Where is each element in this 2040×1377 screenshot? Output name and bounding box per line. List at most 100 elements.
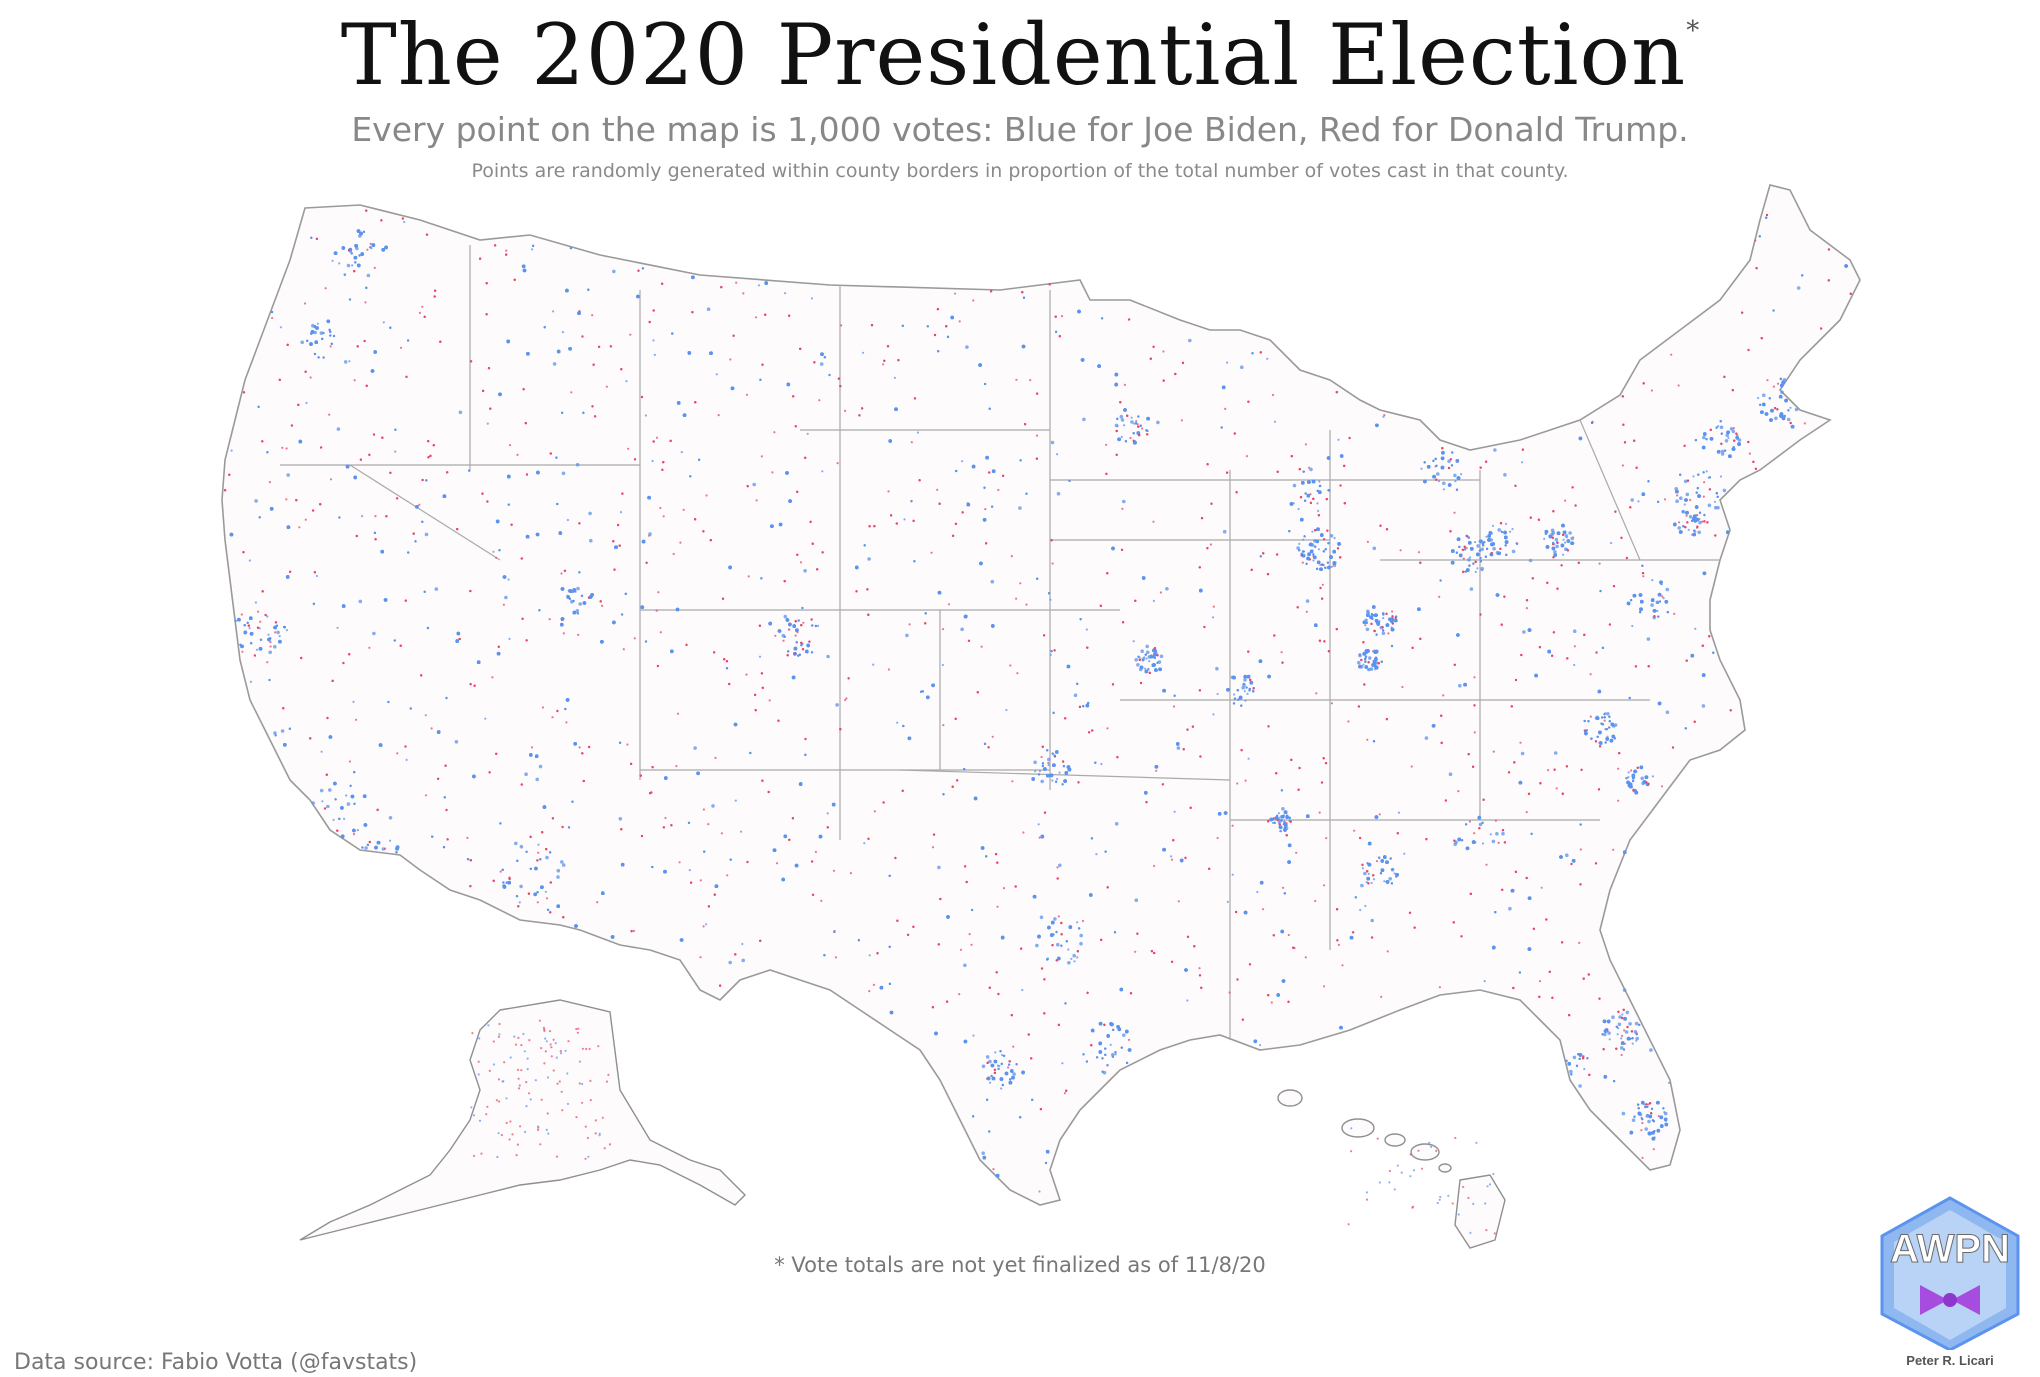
biden-vote-dot — [1625, 1030, 1629, 1034]
biden-vote-dot — [1317, 510, 1319, 512]
biden-vote-dot — [1370, 919, 1374, 923]
trump-vote-dot — [1029, 379, 1031, 381]
biden-vote-dot — [741, 943, 743, 945]
biden-vote-dot — [345, 794, 347, 796]
biden-vote-dot — [1131, 417, 1133, 419]
trump-vote-dot — [677, 713, 679, 715]
biden-vote-dot — [1051, 779, 1053, 781]
trump-vote-dot — [1653, 1148, 1655, 1150]
biden-vote-dot — [348, 360, 350, 362]
biden-vote-dot — [316, 575, 318, 577]
trump-vote-dot — [992, 736, 994, 738]
trump-vote-dot — [984, 508, 986, 510]
trump-vote-dot — [932, 846, 934, 848]
trump-vote-dot — [1366, 739, 1368, 741]
biden-vote-dot — [826, 655, 830, 659]
trump-vote-dot — [1121, 508, 1123, 510]
biden-vote-dot — [1652, 775, 1654, 777]
biden-vote-dot — [1368, 656, 1372, 660]
biden-vote-dot — [1256, 891, 1258, 893]
biden-vote-dot — [1057, 492, 1061, 496]
trump-vote-dot — [699, 956, 701, 958]
trump-vote-dot — [1438, 596, 1440, 598]
biden-vote-dot — [1144, 668, 1146, 670]
biden-vote-dot — [619, 817, 623, 821]
biden-vote-dot — [1281, 807, 1285, 811]
trump-vote-dot — [270, 645, 272, 647]
trump-vote-dot — [551, 716, 553, 718]
trump-vote-dot — [1418, 551, 1420, 553]
biden-vote-dot — [1140, 649, 1144, 653]
biden-vote-dot — [1067, 948, 1069, 950]
trump-vote-dot — [1015, 598, 1017, 600]
trump-vote-dot — [942, 628, 944, 630]
biden-vote-dot — [1565, 534, 1569, 538]
biden-vote-dot — [576, 609, 580, 613]
biden-vote-dot — [903, 518, 905, 520]
trump-vote-dot — [948, 603, 950, 605]
biden-vote-dot — [1070, 958, 1072, 960]
trump-vote-dot — [755, 316, 757, 318]
biden-vote-dot — [1120, 415, 1124, 419]
trump-vote-dot — [795, 635, 797, 637]
biden-vote-dot — [1677, 526, 1681, 530]
biden-vote-dot — [394, 451, 396, 453]
biden-vote-dot — [435, 587, 439, 591]
biden-vote-dot — [803, 569, 807, 573]
biden-vote-dot — [1543, 538, 1545, 540]
biden-vote-dot — [693, 746, 697, 750]
trump-vote-dot — [1754, 240, 1756, 242]
trump-vote-dot — [353, 833, 355, 835]
biden-vote-dot — [1684, 503, 1686, 505]
biden-vote-dot — [273, 645, 277, 649]
trump-vote-dot — [1217, 837, 1219, 839]
biden-vote-dot — [1475, 571, 1477, 573]
trump-vote-dot — [1047, 762, 1049, 764]
trump-vote-dot — [1061, 315, 1063, 317]
trump-vote-dot — [1162, 350, 1164, 352]
biden-vote-dot — [1521, 752, 1525, 756]
biden-vote-dot — [917, 431, 919, 433]
biden-vote-dot — [1521, 461, 1523, 463]
trump-vote-dot — [1331, 702, 1333, 704]
trump-vote-dot — [748, 575, 750, 577]
trump-vote-dot — [1323, 884, 1325, 886]
biden-vote-dot — [784, 615, 788, 619]
biden-vote-dot — [1293, 484, 1297, 488]
trump-vote-dot — [537, 901, 539, 903]
biden-vote-dot — [1079, 934, 1083, 938]
biden-vote-dot — [1727, 437, 1729, 439]
biden-vote-dot — [280, 326, 282, 328]
biden-vote-dot — [1248, 758, 1250, 760]
trump-vote-dot — [626, 743, 628, 745]
trump-vote-dot — [1019, 582, 1021, 584]
biden-vote-dot — [1373, 547, 1377, 551]
trump-vote-dot — [259, 621, 261, 623]
trump-vote-dot — [972, 299, 974, 301]
trump-vote-dot — [1640, 1129, 1642, 1131]
trump-vote-dot — [1229, 991, 1231, 993]
biden-vote-dot — [279, 635, 281, 637]
trump-vote-dot — [1213, 606, 1215, 608]
trump-vote-dot — [503, 604, 505, 606]
trump-vote-dot — [1135, 420, 1137, 422]
trump-vote-dot — [531, 746, 533, 748]
trump-vote-dot — [802, 622, 804, 624]
biden-vote-dot — [508, 638, 510, 640]
biden-vote-dot — [1302, 539, 1304, 541]
trump-vote-dot — [1485, 864, 1487, 866]
biden-vote-dot — [1568, 531, 1572, 535]
biden-vote-dot — [1554, 751, 1558, 755]
trump-vote-dot — [815, 851, 817, 853]
biden-vote-dot — [612, 270, 616, 274]
biden-vote-dot — [1170, 855, 1172, 857]
biden-vote-dot — [1698, 521, 1702, 525]
biden-vote-dot — [1730, 427, 1734, 431]
biden-vote-dot — [1493, 448, 1497, 452]
trump-vote-dot — [271, 317, 273, 319]
biden-vote-dot — [1640, 777, 1644, 781]
biden-vote-dot — [1606, 712, 1610, 716]
biden-vote-dot — [1583, 1068, 1585, 1070]
trump-vote-dot — [1749, 453, 1751, 455]
trump-vote-dot — [1703, 496, 1705, 498]
